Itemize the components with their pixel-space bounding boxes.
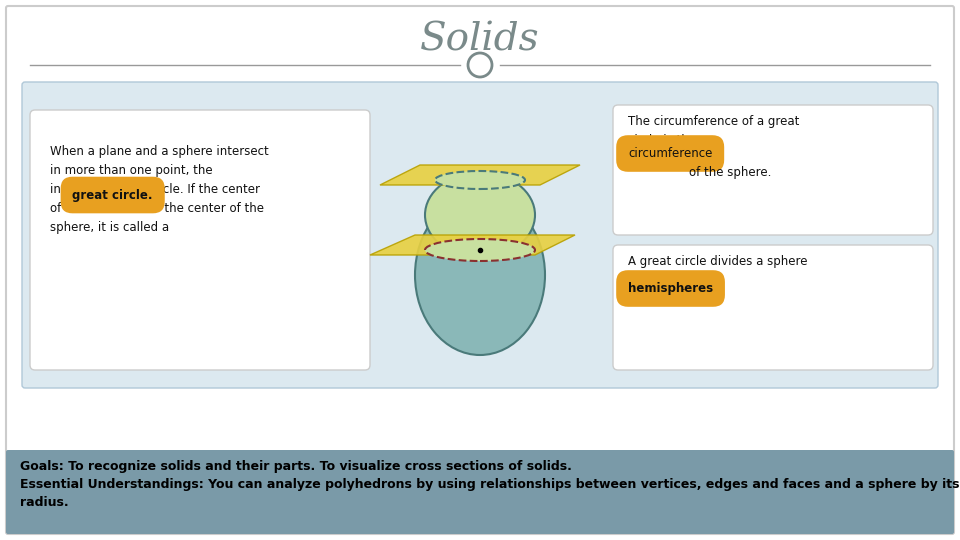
Text: radius.: radius. — [20, 496, 68, 509]
Text: hemispheres: hemispheres — [628, 282, 713, 295]
Text: A great circle divides a sphere
into two: A great circle divides a sphere into two — [628, 255, 807, 287]
FancyBboxPatch shape — [6, 6, 954, 534]
Text: When a plane and a sphere intersect
in more than one point, the
intersection is : When a plane and a sphere intersect in m… — [50, 145, 269, 234]
Text: The circumference of a great
circle is the: The circumference of a great circle is t… — [628, 115, 800, 147]
FancyBboxPatch shape — [22, 82, 938, 388]
Ellipse shape — [435, 171, 525, 189]
Ellipse shape — [425, 239, 535, 261]
Polygon shape — [370, 235, 575, 255]
Text: Essential Understandings: You can analyze polyhedrons by using relationships bet: Essential Understandings: You can analyz… — [20, 478, 959, 491]
FancyBboxPatch shape — [613, 245, 933, 370]
FancyBboxPatch shape — [30, 110, 370, 370]
Ellipse shape — [415, 195, 545, 355]
Text: .: . — [682, 280, 685, 293]
Text: Goals: To recognize solids and their parts. To visualize cross sections of solid: Goals: To recognize solids and their par… — [20, 460, 572, 473]
Text: circumference: circumference — [628, 147, 712, 160]
Text: of the sphere.: of the sphere. — [688, 147, 771, 179]
FancyBboxPatch shape — [613, 105, 933, 235]
FancyBboxPatch shape — [6, 450, 954, 534]
Circle shape — [468, 53, 492, 77]
Ellipse shape — [425, 172, 535, 258]
Polygon shape — [380, 165, 580, 185]
Text: Solids: Solids — [420, 22, 540, 58]
Text: great circle.: great circle. — [72, 188, 153, 201]
